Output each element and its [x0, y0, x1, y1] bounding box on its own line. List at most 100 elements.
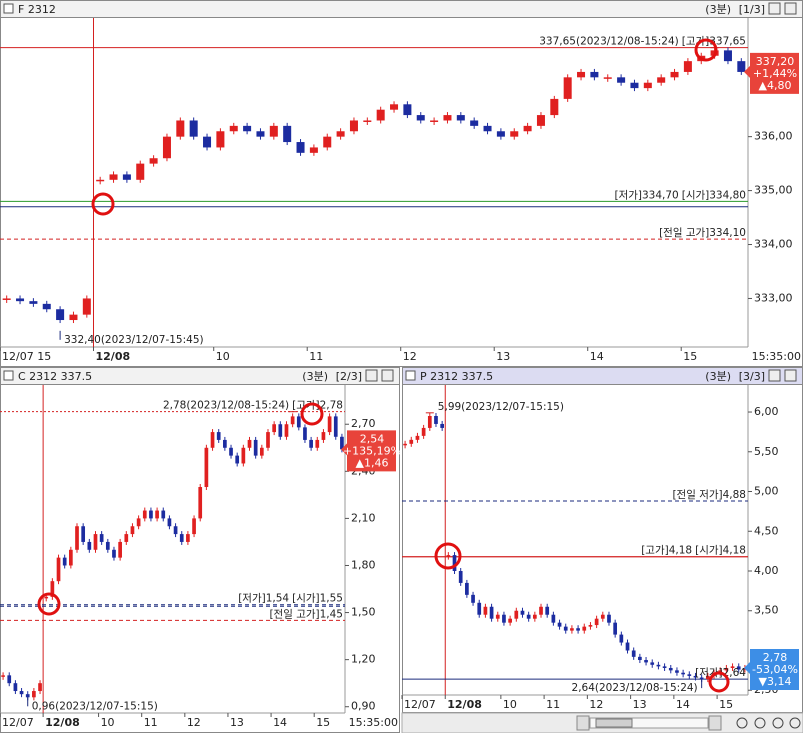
y-tick-label: 6,00	[754, 405, 779, 418]
candle	[670, 71, 679, 78]
candle	[603, 77, 612, 79]
candle	[284, 424, 289, 437]
candle	[723, 50, 732, 62]
scroll-right[interactable]	[708, 715, 722, 731]
x-tick-label: 14	[590, 350, 604, 363]
highlight-circle	[37, 592, 61, 616]
candle	[56, 557, 61, 582]
change-pct: +135,19%	[343, 444, 401, 457]
zoom-fit[interactable]	[789, 717, 801, 729]
candle	[683, 61, 692, 72]
candle	[179, 534, 184, 542]
candle	[349, 120, 358, 132]
scroll-thumb[interactable]	[595, 718, 633, 728]
zoom-out[interactable]	[754, 717, 766, 729]
candle	[38, 683, 42, 692]
panel-period: (3분)	[705, 3, 731, 16]
candle	[421, 427, 426, 436]
high-label: 337,65(2023/12/08-15:24)	[539, 36, 679, 48]
candle	[643, 82, 652, 89]
candle	[403, 443, 407, 446]
scroll-track[interactable]	[589, 717, 709, 729]
scroll-left[interactable]	[576, 715, 590, 731]
low-label: 0,96(2023/12/07-15:15)	[32, 700, 158, 712]
candle	[62, 557, 67, 566]
candle	[340, 436, 344, 450]
candle	[241, 447, 246, 464]
candle	[155, 510, 159, 519]
candle	[590, 71, 599, 78]
x-tick-label: 12/07	[2, 716, 34, 729]
candle	[167, 518, 172, 527]
candle	[470, 120, 479, 126]
candle	[309, 147, 318, 153]
candle	[315, 439, 320, 448]
candle	[176, 120, 185, 137]
candle	[434, 416, 438, 424]
candle	[99, 534, 104, 542]
candle	[489, 606, 494, 619]
x-tick-label: 13	[230, 716, 244, 729]
last-price: 2,54	[360, 432, 385, 445]
price-box	[341, 430, 396, 472]
checkbox	[3, 370, 14, 381]
candle	[403, 104, 412, 116]
high-label: 5,99(2023/12/07-15:15)	[438, 401, 564, 413]
candle	[576, 628, 580, 631]
candle	[456, 115, 465, 121]
panel-page: [3/3]	[739, 370, 765, 383]
panel-close	[381, 369, 394, 382]
candle	[198, 487, 203, 519]
x-tick-label: 12/08	[45, 716, 80, 729]
candle	[266, 432, 270, 448]
candle	[452, 555, 457, 571]
candle	[16, 298, 25, 302]
x-tick-label: 15	[316, 716, 330, 729]
candle	[161, 510, 166, 519]
level-label: [저가]1,54	[238, 593, 289, 605]
candle	[323, 136, 332, 148]
candle	[81, 526, 86, 542]
candle	[631, 650, 636, 657]
candle	[668, 667, 673, 671]
level-label: [시가]1,55	[292, 593, 343, 605]
candle	[2, 298, 11, 300]
y-tick-label: 335,00	[754, 184, 793, 197]
candle	[483, 606, 488, 615]
candle	[136, 163, 145, 180]
scrollbar[interactable]	[401, 712, 803, 733]
candle	[29, 301, 38, 304]
candle	[93, 534, 98, 550]
x-tick-label: 10	[503, 698, 517, 711]
candle	[600, 614, 605, 619]
price-box	[744, 648, 799, 690]
change: ▼3,14	[759, 675, 792, 688]
candle	[173, 526, 178, 535]
x-tick-label: 13	[633, 698, 647, 711]
candle	[283, 125, 292, 143]
last-price: 337,20	[756, 55, 795, 68]
candle	[105, 541, 110, 550]
y-tick-label: 2,10	[351, 511, 376, 524]
level-label: [전일 고가]334,10	[659, 226, 746, 239]
zoom-reset[interactable]	[772, 717, 784, 729]
candle	[321, 432, 326, 440]
candle	[718, 670, 723, 673]
candle	[309, 439, 313, 448]
candle	[532, 614, 537, 619]
candle	[446, 555, 451, 557]
candle	[296, 142, 305, 153]
candle	[570, 628, 574, 631]
zoom-in[interactable]	[736, 717, 748, 729]
candle	[520, 610, 525, 615]
panel-button	[365, 369, 378, 382]
candle	[303, 427, 307, 440]
candle	[136, 518, 141, 527]
candle	[681, 672, 685, 675]
annotations	[37, 38, 730, 693]
x-tick-label: 10	[216, 350, 230, 363]
level-label: [고가]4,18	[641, 545, 692, 557]
